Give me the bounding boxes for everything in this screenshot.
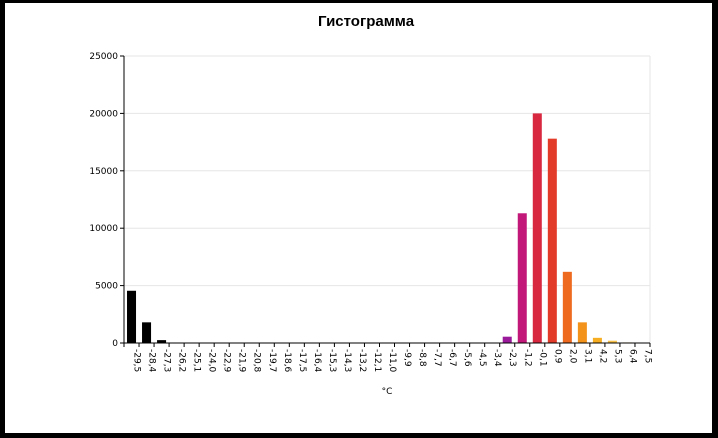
bar	[142, 322, 152, 343]
x-tick-label: -6,7	[447, 349, 457, 367]
x-tick-label: 4,2	[597, 349, 607, 363]
x-tick-label: 6,4	[627, 349, 637, 364]
x-tick-label: -21,9	[237, 349, 247, 373]
x-tick-label: -25,1	[192, 349, 202, 372]
x-tick-label: -4,5	[477, 349, 487, 367]
y-tick-label: 10000	[89, 224, 118, 234]
y-tick-label: 5000	[95, 282, 118, 292]
bars	[127, 113, 647, 344]
bar	[502, 336, 512, 343]
y-tick-label: 20000	[89, 109, 118, 119]
x-tick-label: -28,4	[147, 349, 157, 373]
y-tick-labels: 0 5000 10000 15000 20000 25000	[89, 52, 118, 349]
grid-lines	[124, 55, 651, 343]
bar	[577, 322, 587, 343]
x-tick-label: 7,5	[642, 349, 652, 363]
x-tick-label: -8,8	[417, 349, 427, 367]
x-tick-label: 5,3	[612, 349, 622, 363]
x-tick-label: -18,6	[282, 349, 292, 373]
y-tick-label: 0	[112, 339, 118, 349]
bar	[157, 340, 167, 343]
x-tick-label: -20,8	[252, 349, 262, 373]
bar	[547, 138, 557, 343]
x-tick-labels: -29,5 -28,4 -27,3 -26,2 -25,1 -24,0 -22,9 -21,9…	[132, 349, 653, 373]
x-tick-label: -3,4	[492, 349, 502, 367]
x-tick-label: -29,5	[132, 349, 142, 372]
x-tick-label: -15,3	[327, 349, 337, 372]
x-tick-label: -0,1	[537, 349, 547, 367]
chart-title: Гистограмма	[318, 13, 415, 30]
bar	[517, 213, 527, 343]
x-tick-label: -5,6	[462, 349, 472, 367]
x-tick-label: -14,3	[342, 349, 352, 372]
x-tick-label: -27,3	[162, 349, 172, 372]
bar	[127, 290, 137, 343]
x-tick-label: 2,0	[567, 349, 577, 364]
x-tick-label: -24,0	[207, 349, 217, 373]
x-tick-label: -19,7	[267, 349, 277, 372]
axes	[120, 55, 651, 347]
x-tick-label: -11,0	[387, 349, 397, 373]
x-tick-label: -22,9	[222, 349, 232, 373]
x-tick-label: -26,2	[177, 349, 187, 372]
x-tick-label: -17,5	[297, 349, 307, 372]
x-tick-label: -13,2	[357, 349, 367, 372]
x-tick-label: -16,4	[312, 349, 322, 373]
x-tick-label: -1,2	[522, 349, 532, 367]
bar	[607, 340, 617, 343]
x-tick-label: -2,3	[507, 349, 517, 367]
bar	[592, 337, 602, 343]
x-tick-label: 3,1	[582, 349, 592, 363]
x-tick-label: -9,9	[402, 349, 412, 367]
y-tick-label: 15000	[89, 167, 118, 177]
x-tick-label: -12,1	[372, 349, 382, 372]
x-tick-label: -7,7	[432, 349, 442, 367]
x-axis-unit: °C	[382, 387, 393, 397]
bar	[532, 113, 542, 344]
y-tick-label: 25000	[89, 52, 118, 62]
x-tick-label: 0,9	[552, 349, 562, 364]
bar	[562, 271, 572, 343]
